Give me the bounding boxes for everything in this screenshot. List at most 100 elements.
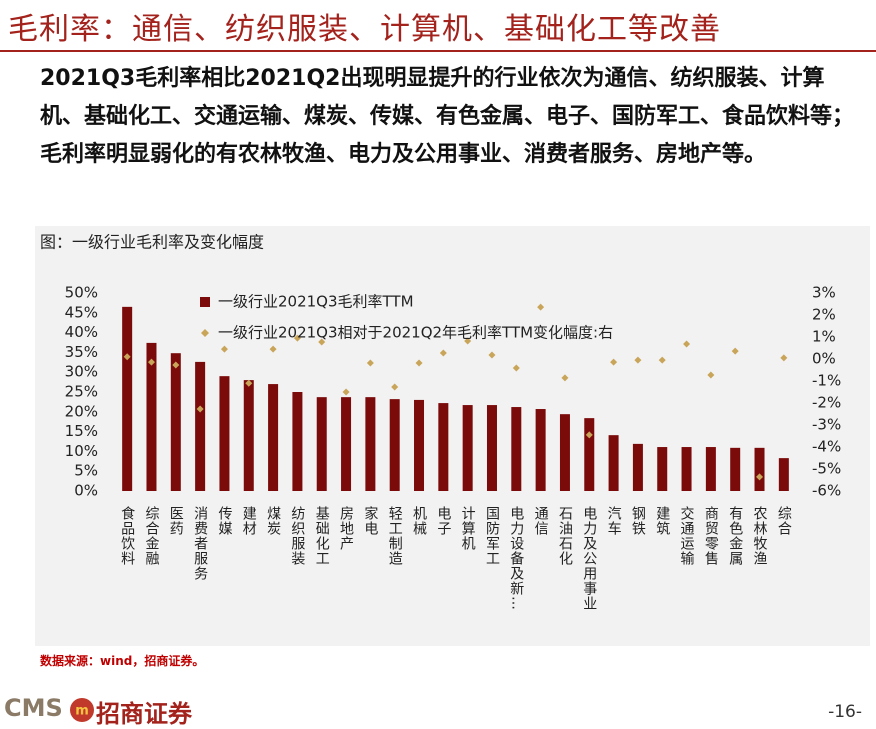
x-tick-label: 建材 — [241, 506, 257, 536]
x-tick-label: 综合 — [776, 506, 792, 536]
y2-tick-label: -6% — [812, 482, 841, 500]
marker — [464, 337, 472, 345]
marker — [366, 359, 374, 367]
title-rule — [0, 50, 876, 52]
y2-tick-label: -5% — [812, 460, 841, 478]
marker — [610, 358, 618, 366]
marker — [780, 354, 788, 362]
marker — [488, 351, 496, 359]
bar — [341, 397, 352, 491]
marker — [245, 379, 253, 387]
bar — [730, 447, 741, 491]
x-tick-label: 商贸零售 — [703, 506, 719, 566]
y2-tick-label: -1% — [812, 372, 841, 390]
bar — [122, 306, 133, 491]
x-tick-label: 国防军工 — [484, 506, 500, 566]
legend-swatch — [201, 329, 209, 337]
bar — [705, 447, 716, 491]
bar — [146, 342, 157, 491]
y-tick-label: 45% — [65, 303, 98, 321]
x-tick-label: 基础化工 — [314, 505, 330, 566]
marker — [269, 345, 277, 353]
bar — [778, 458, 789, 491]
x-tick-label: 电子 — [435, 506, 451, 536]
y2-tick-label: -4% — [812, 438, 841, 456]
marker — [537, 303, 545, 311]
marker — [658, 356, 666, 364]
bar — [316, 397, 327, 491]
logo-text: CMS — [4, 694, 63, 722]
marker — [293, 334, 301, 342]
y-tick-label: 15% — [65, 422, 98, 440]
source-note: 数据来源：wind，招商证券。 — [40, 654, 205, 668]
x-tick-label: 计算机 — [460, 506, 476, 551]
x-tick-label: 医药 — [168, 506, 184, 536]
x-tick-label: 房地产 — [338, 506, 354, 551]
bar — [243, 380, 254, 491]
y2-tick-label: -3% — [812, 416, 841, 434]
x-tick-label: 传媒 — [216, 506, 232, 536]
y-tick-label: 40% — [65, 323, 98, 341]
x-tick-label: 建筑 — [654, 506, 670, 536]
x-tick-label: 纺织服装 — [289, 506, 305, 566]
marker — [731, 347, 739, 355]
y-tick-label: 20% — [65, 402, 98, 420]
marker — [415, 359, 423, 367]
marker — [318, 338, 326, 346]
x-tick-label: 钢铁 — [630, 506, 646, 536]
bar — [268, 384, 279, 491]
bar — [584, 418, 595, 491]
bar — [681, 447, 692, 491]
marker — [196, 405, 204, 413]
marker — [439, 349, 447, 357]
y-tick-label: 35% — [65, 343, 98, 361]
paragraph: 2021Q3毛利率相比2021Q2出现明显提升的行业依次为通信、纺织服装、计算机… — [40, 66, 855, 167]
x-tick-label: 综合金融 — [143, 506, 159, 566]
y-tick-label: 30% — [65, 363, 98, 381]
marker — [512, 364, 520, 372]
y-tick-label: 5% — [74, 462, 98, 480]
bar — [511, 407, 522, 491]
bar — [486, 405, 497, 491]
y-tick-label: 10% — [65, 442, 98, 460]
chart-background — [35, 226, 870, 646]
x-tick-label: 农林牧渔 — [752, 506, 768, 566]
marker — [683, 340, 691, 348]
y2-tick-label: 2% — [812, 306, 836, 324]
logo-icon — [70, 698, 94, 722]
bar — [170, 353, 181, 491]
bar — [632, 443, 643, 491]
x-tick-label: 交通运输 — [679, 505, 695, 566]
bar — [365, 397, 376, 491]
x-tick-label: 消费者服务 — [192, 506, 208, 581]
legend-label: 一级行业2021Q3相对于2021Q2年毛利率TTM变化幅度:右 — [218, 324, 613, 342]
y-tick-label: 0% — [74, 482, 98, 500]
x-tick-label: 电力设备及新… — [508, 506, 524, 611]
bar — [292, 392, 303, 491]
marker — [561, 374, 569, 382]
marker — [634, 356, 642, 364]
marker — [342, 388, 350, 396]
legend-swatch — [200, 297, 210, 307]
marker — [585, 431, 593, 439]
marker — [707, 371, 715, 379]
chart-title: 图：一级行业毛利率及变化幅度 — [40, 233, 264, 252]
x-tick-label: 电力及公用事业 — [581, 506, 597, 611]
logo-icon-mark: m — [75, 704, 89, 719]
brand: 招商证券 — [96, 700, 192, 728]
bar — [414, 399, 425, 491]
x-tick-label: 机械 — [411, 506, 427, 536]
x-tick-label: 食品饮料 — [119, 505, 135, 566]
bar — [754, 447, 765, 491]
x-tick-label: 通信 — [533, 506, 549, 536]
bar — [462, 405, 473, 491]
marker — [391, 383, 399, 391]
legend-label: 一级行业2021Q3毛利率TTM — [218, 293, 414, 311]
marker — [756, 473, 764, 481]
marker — [123, 353, 131, 361]
x-tick-label: 有色金属 — [727, 506, 743, 566]
x-tick-label: 轻工制造 — [387, 506, 403, 566]
bar — [389, 399, 400, 491]
marker — [220, 345, 228, 353]
